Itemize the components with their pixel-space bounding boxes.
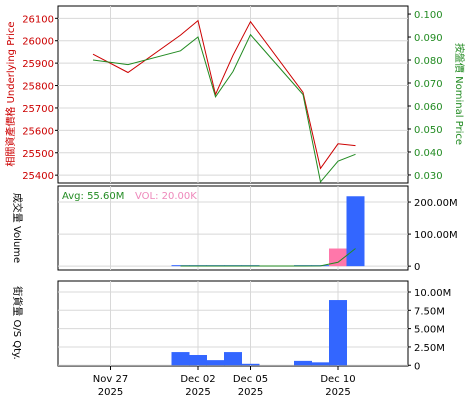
os-qty-bar	[224, 352, 242, 366]
os-qty-bar	[206, 360, 225, 366]
x-tick-label: Dec 10	[320, 374, 355, 385]
os-qty-tick-label: 10.00M	[414, 288, 451, 299]
right-tick-label: 0.070	[414, 79, 443, 90]
volume-axis-title: 成交量 Volume	[11, 193, 24, 263]
os-qty-tick-label: 7.50M	[414, 306, 445, 317]
os-qty-bar	[241, 363, 260, 366]
volume-bar	[346, 196, 365, 267]
x-tick-year: 2025	[185, 387, 210, 398]
volume-bar	[329, 248, 347, 267]
underlying-price-line	[92, 19, 356, 170]
right-tick-label: 0.030	[414, 171, 443, 182]
volume-tick-label: 0	[414, 262, 420, 273]
panel-3-frame	[57, 280, 409, 367]
right-tick-label: 0.100	[414, 10, 443, 21]
right-tick-label: 0.080	[414, 56, 443, 67]
os-qty-bar	[171, 352, 190, 366]
os-qty-bar	[329, 300, 347, 366]
volume-average-legend: Avg: 55.60M	[62, 191, 124, 202]
x-tick-label: Dec 02	[180, 374, 215, 385]
os-qty-tick-label: 5.00M	[414, 325, 445, 336]
os-qty-bar	[189, 355, 207, 366]
right-tick-label: 0.040	[414, 148, 443, 159]
left-tick-label: 26000	[22, 37, 54, 48]
left-tick-label: 25800	[22, 82, 54, 93]
left-tick-label: 26100	[22, 14, 54, 25]
left-tick-label: 25900	[22, 59, 54, 70]
os-qty-tick-label: 2.50M	[414, 343, 445, 354]
x-tick-label: Dec 05	[233, 374, 268, 385]
left-tick-label: 25500	[22, 149, 54, 160]
nominal-price-line	[92, 33, 356, 184]
left-tick-label: 25700	[22, 104, 54, 115]
left-tick-label: 25600	[22, 126, 54, 137]
os-qty-axis-title: 街貨量 O/S Qty.	[11, 286, 24, 359]
x-tick-year: 2025	[238, 387, 263, 398]
right-tick-label: 0.050	[414, 125, 443, 136]
os-qty-bar	[311, 362, 330, 366]
volume-tick-label: 100.00M	[414, 230, 458, 241]
volume-average-line	[180, 248, 356, 267]
right-axis-title: 按盤價 Nominal Price	[453, 43, 466, 145]
right-tick-label: 0.090	[414, 33, 443, 44]
x-tick-label: Nov 27	[93, 374, 128, 385]
panel-1-frame	[57, 5, 409, 184]
left-tick-label: 25400	[22, 171, 54, 182]
volume-tick-label: 200.00M	[414, 198, 458, 209]
volume-today-legend: VOL: 20.00K	[135, 191, 197, 202]
left-axis-title: 相關資產價格 Underlying Price	[4, 21, 17, 166]
right-tick-label: 0.060	[414, 102, 443, 113]
x-tick-year: 2025	[98, 387, 123, 398]
os-qty-tick-label: 0	[414, 361, 420, 372]
os-qty-bar	[294, 360, 312, 366]
x-tick-year: 2025	[325, 387, 350, 398]
